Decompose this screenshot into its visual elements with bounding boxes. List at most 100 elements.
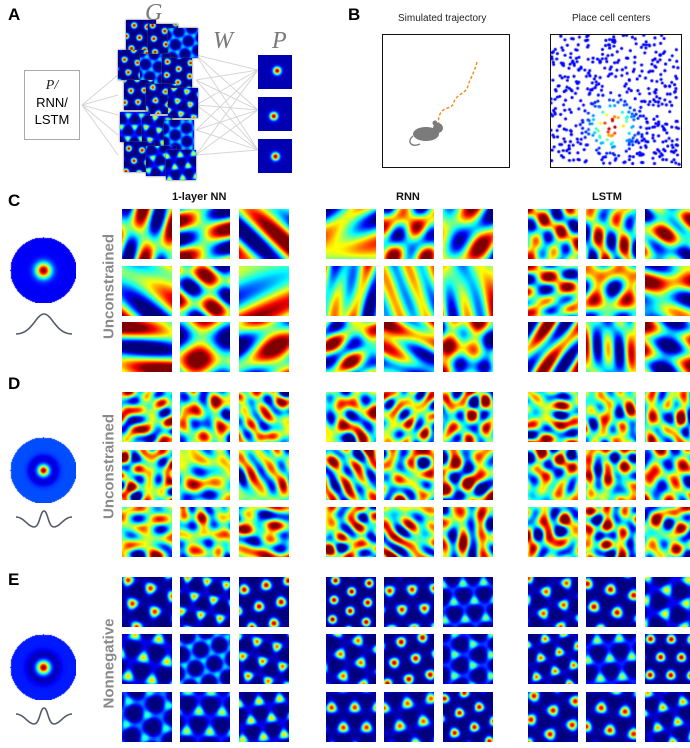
rate-map-e — [645, 634, 690, 684]
rate-map-d — [443, 450, 493, 500]
rate-map-d — [326, 507, 376, 557]
column-header-lstm: LSTM — [592, 191, 622, 203]
mouse-icon — [409, 120, 443, 146]
rate-map-e — [180, 634, 230, 684]
rate-map-c — [586, 322, 636, 372]
panel-letter-a: A — [8, 5, 21, 24]
rate-map-e — [443, 577, 493, 627]
grid-cell-map — [168, 88, 198, 118]
grid-cell-map — [166, 150, 196, 180]
rate-map-e — [239, 634, 289, 684]
row-label-d: Unconstrained — [100, 414, 118, 520]
rate-map-c — [443, 266, 493, 316]
rate-map-d — [180, 507, 230, 557]
rate-map-d — [384, 450, 434, 500]
rate-map-c — [180, 209, 230, 259]
rate-map-d — [586, 450, 636, 500]
grid-cell-map — [162, 58, 192, 88]
place-cell-map — [258, 55, 292, 89]
model-input-box: P/ RNN/ LSTM — [24, 70, 80, 140]
rate-map-e — [645, 577, 690, 627]
rate-map-c — [326, 322, 376, 372]
rate-map-d — [122, 507, 172, 557]
rate-map-e — [180, 692, 230, 742]
rate-map-c — [443, 322, 493, 372]
kernel-disk-d — [10, 437, 76, 508]
rate-map-c — [326, 266, 376, 316]
rate-map-d — [384, 392, 434, 442]
rate-map-c — [384, 209, 434, 259]
rate-map-d — [528, 507, 578, 557]
rate-map-e — [586, 692, 636, 742]
rate-map-e — [528, 577, 578, 627]
rate-map-d — [586, 392, 636, 442]
rate-map-c — [122, 266, 172, 316]
rate-map-e — [586, 577, 636, 627]
rate-map-c — [384, 322, 434, 372]
rate-map-c — [326, 209, 376, 259]
kernel-disk-c — [10, 237, 76, 308]
rate-map-e — [443, 692, 493, 742]
kernel-profile-d — [15, 510, 73, 528]
rate-map-d — [443, 507, 493, 557]
rate-map-c — [586, 266, 636, 316]
place-cell-outputs — [258, 55, 294, 175]
rate-map-c — [239, 322, 289, 372]
place-centers-plot — [550, 34, 682, 168]
kernel-disk-e — [10, 634, 76, 705]
rate-map-e — [384, 692, 434, 742]
rate-map-c — [122, 209, 172, 259]
rate-map-d — [122, 392, 172, 442]
rate-map-e — [528, 634, 578, 684]
rate-map-e — [645, 692, 690, 742]
rate-map-d — [645, 392, 690, 442]
rate-map-d — [239, 392, 289, 442]
rate-map-c — [645, 266, 690, 316]
rate-map-d — [180, 450, 230, 500]
rate-map-e — [326, 577, 376, 627]
rate-map-c — [528, 322, 578, 372]
rate-map-d — [239, 450, 289, 500]
label-p: P — [272, 28, 287, 54]
grid-cell-map — [164, 120, 194, 150]
rate-map-e — [528, 692, 578, 742]
trajectory-title: Simulated trajectory — [398, 13, 487, 24]
rate-map-e — [239, 577, 289, 627]
rate-map-e — [122, 692, 172, 742]
column-header-nn: 1-layer NN — [172, 191, 227, 203]
grid-cell-stack — [118, 20, 198, 185]
rate-map-e — [239, 692, 289, 742]
network-connections — [81, 54, 259, 156]
rate-map-e — [384, 577, 434, 627]
rate-map-e — [326, 634, 376, 684]
grid-cell-map — [168, 28, 198, 58]
rate-map-c — [528, 266, 578, 316]
label-w: W — [213, 28, 233, 54]
rate-map-d — [239, 507, 289, 557]
rate-map-e — [122, 577, 172, 627]
rate-map-d — [180, 392, 230, 442]
rate-map-d — [645, 450, 690, 500]
box-line-p: P/ — [45, 78, 59, 93]
place-centers-title: Place cell centers — [572, 13, 651, 24]
kernel-profile-e — [15, 707, 73, 725]
rate-map-d — [528, 450, 578, 500]
column-header-rnn: RNN — [396, 191, 420, 203]
rate-map-d — [122, 450, 172, 500]
rate-map-e — [326, 692, 376, 742]
rate-map-c — [239, 209, 289, 259]
rate-map-c — [384, 266, 434, 316]
rate-map-c — [528, 209, 578, 259]
rate-map-d — [326, 450, 376, 500]
row-label-e: Nonnegative — [100, 618, 118, 709]
rate-map-c — [586, 209, 636, 259]
box-line-rnn: RNN/ — [36, 95, 68, 110]
rate-map-d — [528, 392, 578, 442]
rate-map-e — [586, 634, 636, 684]
rate-map-c — [645, 209, 690, 259]
rate-map-e — [443, 634, 493, 684]
place-cell-map — [258, 139, 292, 173]
kernel-profile-c — [15, 313, 73, 335]
rate-map-c — [645, 322, 690, 372]
rate-map-c — [122, 322, 172, 372]
